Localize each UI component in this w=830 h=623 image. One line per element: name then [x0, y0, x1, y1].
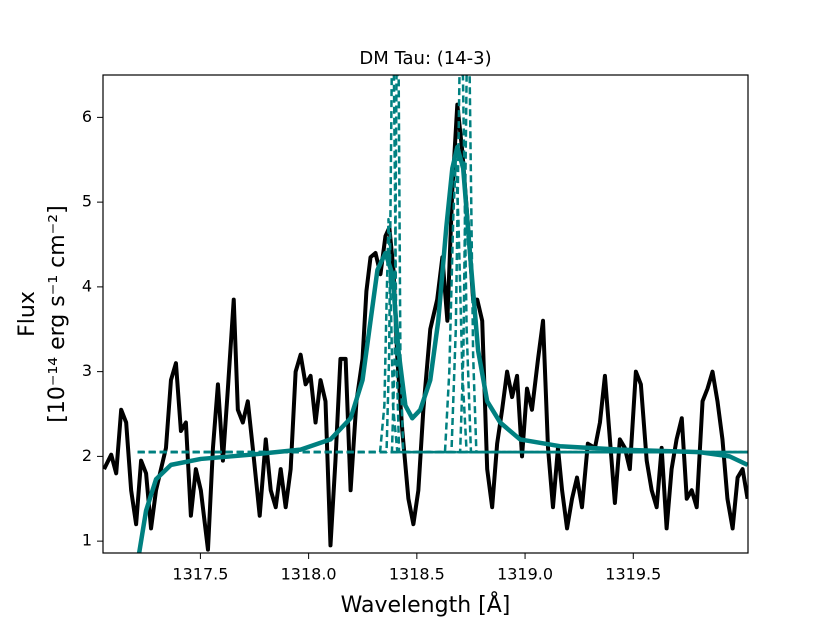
y-tick-label: 5 — [82, 192, 92, 211]
y-tick-label: 4 — [82, 276, 92, 295]
y-axis-label: Flux — [15, 291, 40, 337]
y-tick-label: 1 — [82, 531, 92, 550]
component-line — [137, 217, 748, 454]
data-line — [136, 144, 748, 553]
x-tick-label: 1317.5 — [172, 565, 228, 584]
x-tick-label: 1318.0 — [281, 565, 337, 584]
y-tick-label: 6 — [82, 107, 92, 126]
y-tick-label: 3 — [82, 361, 92, 380]
chart-title: DM Tau: (14-3) — [359, 48, 491, 69]
plot-area — [103, 75, 748, 553]
component-line — [137, 75, 748, 454]
y-axis-label: [10⁻¹⁴ erg s⁻¹ cm⁻²] — [45, 205, 70, 422]
x-tick-label: 1319.0 — [497, 565, 553, 584]
x-tick-label: 1319.5 — [605, 565, 661, 584]
component-line — [137, 75, 748, 454]
data-line — [103, 102, 748, 552]
axes-frame — [102, 74, 749, 554]
x-axis-label: Wavelength [Å] — [341, 591, 511, 618]
component-line — [137, 75, 748, 454]
y-tick-label: 2 — [82, 446, 92, 465]
x-tick-label: 1318.5 — [389, 565, 445, 584]
